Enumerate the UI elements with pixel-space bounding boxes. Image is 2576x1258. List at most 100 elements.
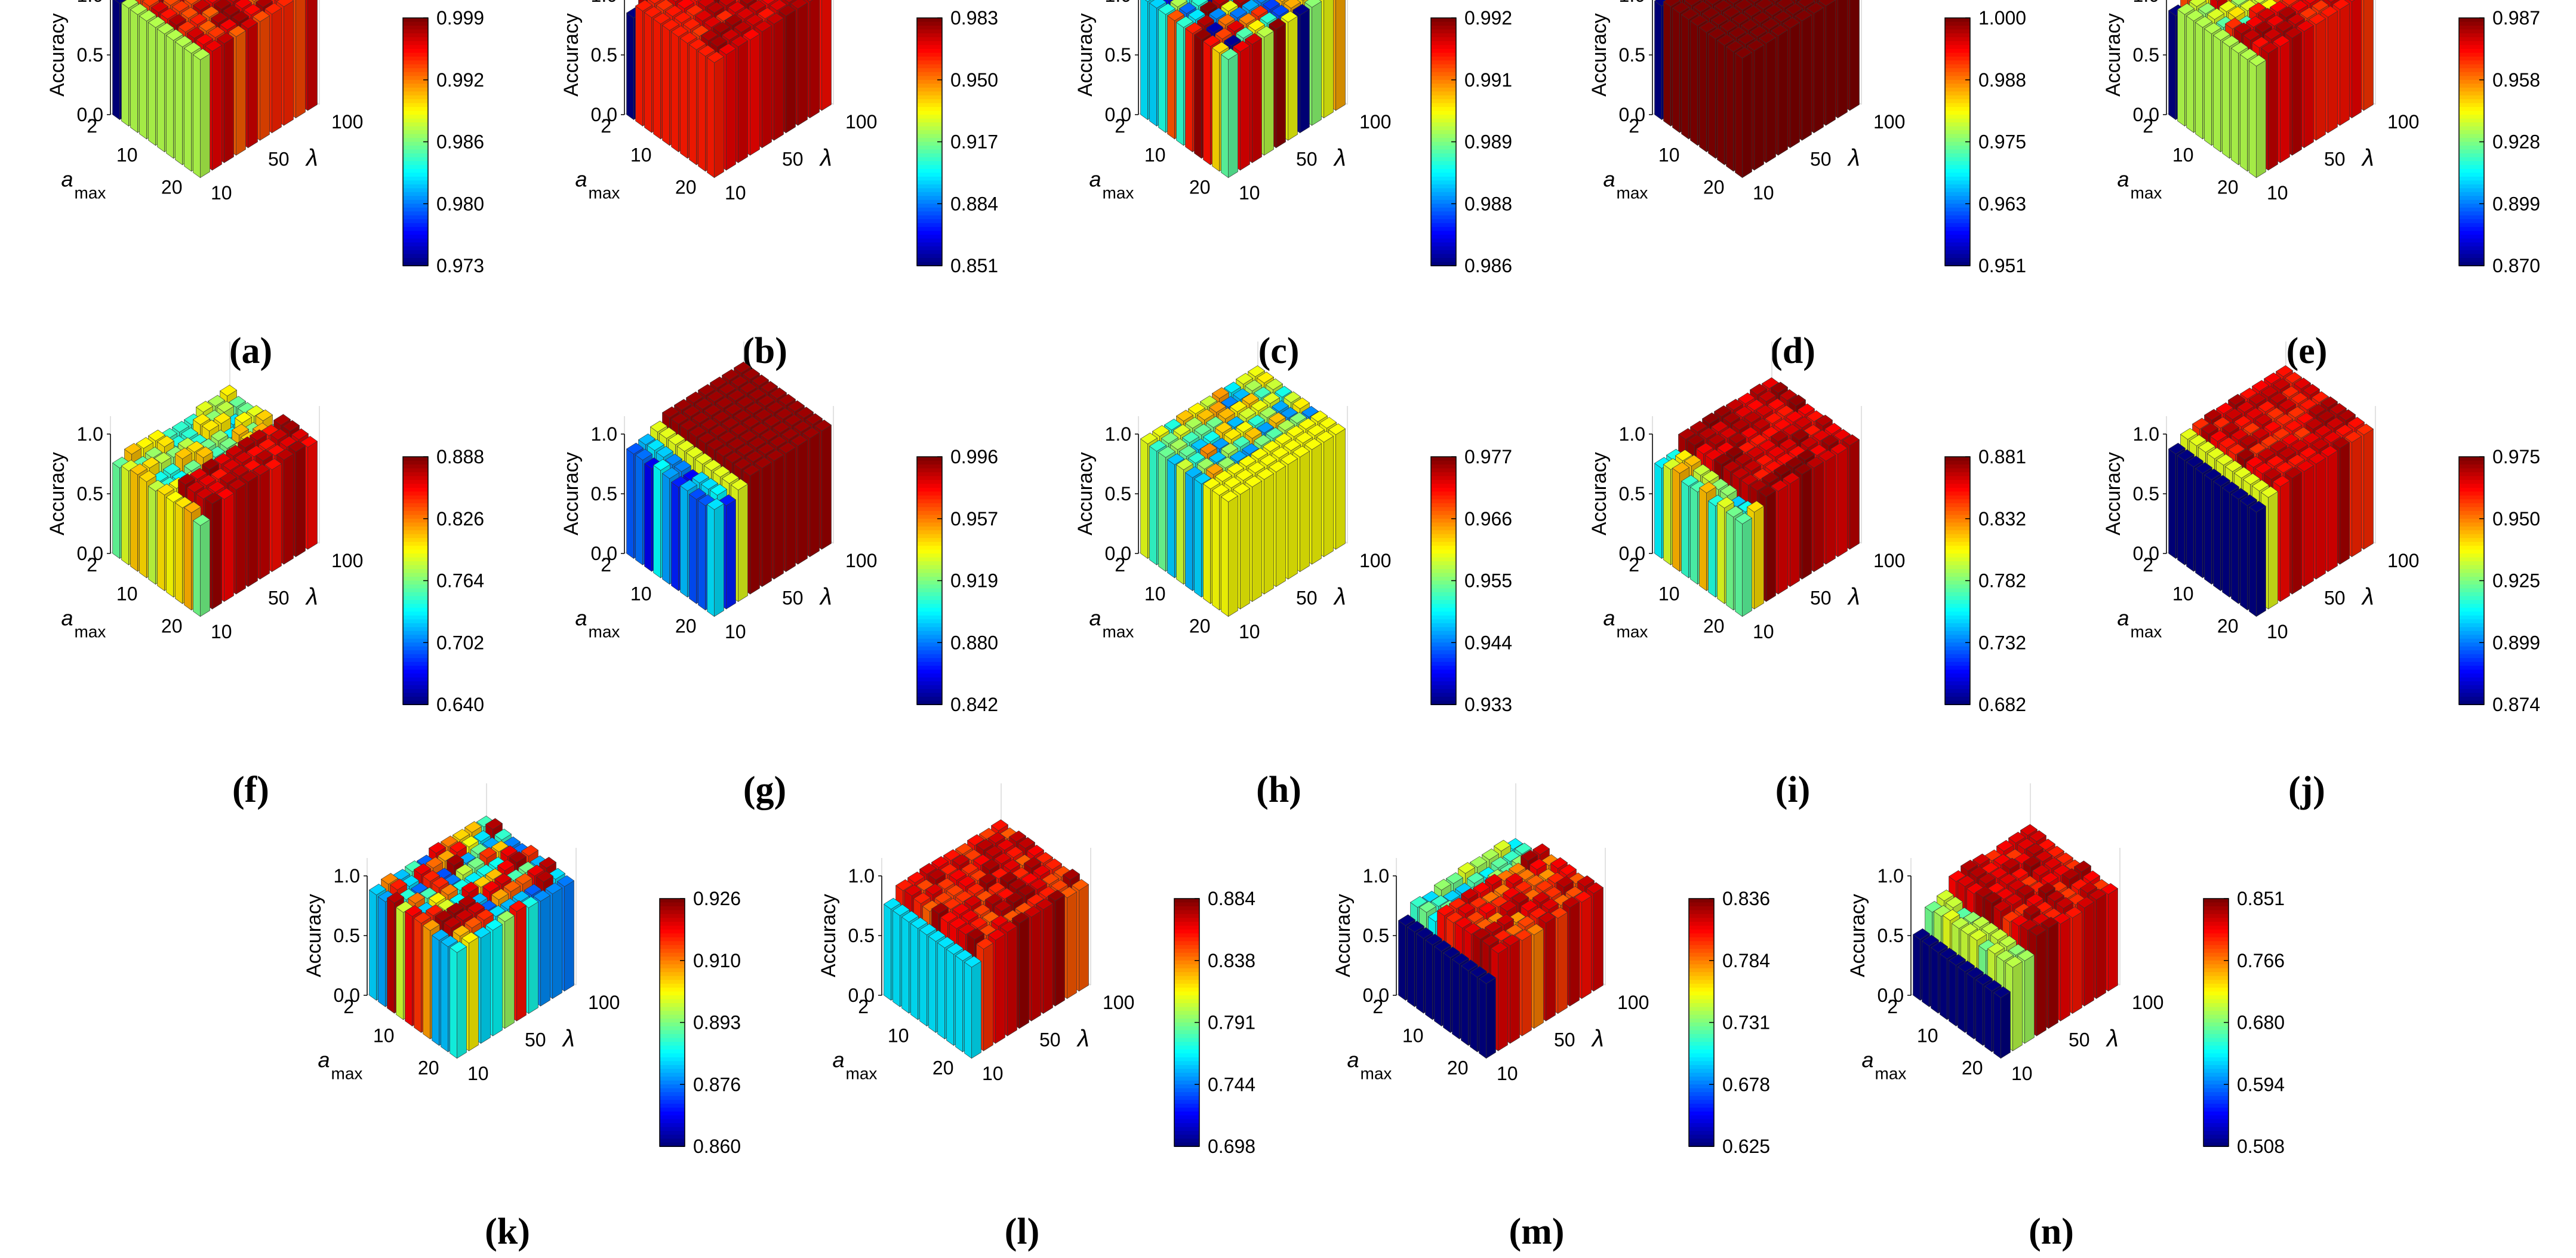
y-tick-b-2: 100 [845,111,877,133]
x-axis-label-sub-l: max [846,1065,878,1083]
colorbar-tick-i-2: 0.782 [1978,570,2026,592]
colorbar-tick-l-0: 0.884 [1208,888,1255,909]
x-tick-j-2: 20 [2217,616,2239,637]
x-tick-m-2: 20 [1447,1057,1469,1079]
y-tick-b-1: 50 [782,149,804,170]
z-tick-j-1: 0.5 [2133,483,2159,505]
z-tick-b-2: 1.0 [591,0,617,6]
y-tick-g-2: 100 [845,550,877,571]
colorbar-tick-a-4: 0.973 [436,255,484,276]
colorbar-tick-c-1: 0.991 [1464,69,1512,91]
y-tick-i-2: 100 [1873,550,1905,571]
colorbar-tick-k-2: 0.893 [693,1012,741,1034]
colorbar-tick-f-4: 0.640 [436,694,484,715]
y-tick-e-0: 10 [2267,182,2288,204]
colorbar-tick-m-2: 0.731 [1722,1012,1770,1034]
x-axis-label-b: a [575,167,587,192]
colorbar-tick-j-4: 0.874 [2492,694,2540,715]
z-tick-c-1: 0.5 [1105,44,1131,66]
colorbar-tick-n-2: 0.680 [2237,1012,2285,1034]
z-axis-label-j: Accuracy [2102,452,2125,536]
y-tick-a-2: 100 [331,111,363,133]
x-tick-d-1: 10 [1658,144,1680,166]
x-tick-c-0: 2 [1115,115,1125,137]
bar-l-0-0 [964,956,982,1059]
y-tick-l-2: 100 [1103,992,1134,1013]
z-tick-n-2: 1.0 [1878,865,1904,887]
x-tick-l-2: 20 [932,1057,954,1079]
bar-n-0-0 [1993,986,2011,1059]
colorbar-tick-g-0: 0.996 [950,446,998,467]
z-tick-a-0: 0.0 [77,104,103,125]
colorbar-f: 0.888 0.826 0.764 0.702 0.640 [402,446,484,715]
colorbar-tick-f-2: 0.764 [436,570,484,592]
colorbar-tick-f-3: 0.702 [436,632,484,653]
y-axis-label-d: λ [1847,145,1860,171]
colorbar-j: 0.975 0.950 0.925 0.899 0.874 [2458,446,2540,715]
colorbar-b: 0.983 0.950 0.917 0.884 0.851 [916,7,998,276]
bar-g-0-0 [706,498,725,617]
y-tick-k-2: 100 [588,992,620,1013]
x-axis-label-e: a [2118,167,2129,192]
colorbar-tick-h-1: 0.966 [1464,508,1512,530]
colorbar-tick-d-4: 0.951 [1978,255,2026,276]
y-tick-c-0: 10 [1239,182,1260,204]
panel-caption-n: (n) [2029,1211,2074,1252]
panel-caption-b: (b) [742,331,787,371]
x-tick-n-0: 2 [1887,996,1898,1017]
x-axis-label-sub-b: max [589,184,620,202]
z-tick-m-2: 1.0 [1363,865,1389,887]
x-tick-j-0: 2 [2143,554,2153,576]
x-tick-b-2: 20 [675,177,697,198]
z-tick-e-0: 0.0 [2133,104,2159,125]
panel-caption-e: (e) [2286,331,2328,371]
x-axis-label-h: a [1090,606,1101,630]
colorbar-tick-e-1: 0.958 [2492,69,2540,91]
x-tick-m-0: 2 [1372,996,1383,1017]
y-tick-j-2: 100 [2387,550,2419,571]
z-axis-label-a: Accuracy [46,13,69,97]
x-tick-n-2: 20 [1962,1057,1983,1079]
x-axis-label-sub-h: max [1103,623,1134,641]
z-tick-h-2: 1.0 [1105,423,1131,445]
bar-c-0-0 [1220,48,1239,179]
x-tick-h-0: 2 [1115,554,1125,576]
z-axis-label-n: Accuracy [1846,894,1869,977]
x-tick-h-1: 10 [1144,583,1166,605]
y-tick-h-2: 100 [1359,550,1391,571]
colorbar-tick-h-2: 0.955 [1464,570,1512,592]
x-tick-c-1: 10 [1144,144,1166,166]
panel-caption-a: (a) [229,331,272,371]
colorbar-tick-d-2: 0.975 [1978,131,2026,153]
x-tick-i-2: 20 [1703,616,1725,637]
x-tick-m-1: 10 [1402,1025,1424,1047]
z-tick-i-2: 1.0 [1619,423,1645,445]
colorbar-tick-f-1: 0.826 [436,508,484,530]
bar-d-0-0 [1734,47,1753,179]
z-tick-d-1: 0.5 [1619,44,1645,66]
colorbar-tick-l-3: 0.744 [1208,1074,1255,1095]
y-axis-label-b: λ [819,145,832,171]
bar-m-0-0 [1478,972,1497,1059]
y-tick-d-2: 100 [1873,111,1905,133]
z-tick-b-0: 0.0 [591,104,617,125]
z-tick-b-1: 0.5 [591,44,617,66]
y-tick-m-1: 50 [1554,1029,1575,1051]
y-tick-a-1: 50 [268,149,290,170]
x-tick-k-1: 10 [373,1025,395,1047]
bar-e-0-0 [2248,54,2267,179]
y-tick-l-1: 50 [1039,1029,1061,1051]
x-tick-l-0: 2 [858,996,869,1017]
y-tick-i-0: 10 [1753,621,1774,642]
z-tick-h-1: 0.5 [1105,483,1131,505]
x-axis-label-sub-i: max [1617,623,1648,641]
panel-caption-c: (c) [1258,331,1300,371]
z-tick-l-2: 1.0 [848,865,875,887]
x-axis-label-sub-d: max [1617,184,1648,202]
z-tick-i-1: 0.5 [1619,483,1645,505]
